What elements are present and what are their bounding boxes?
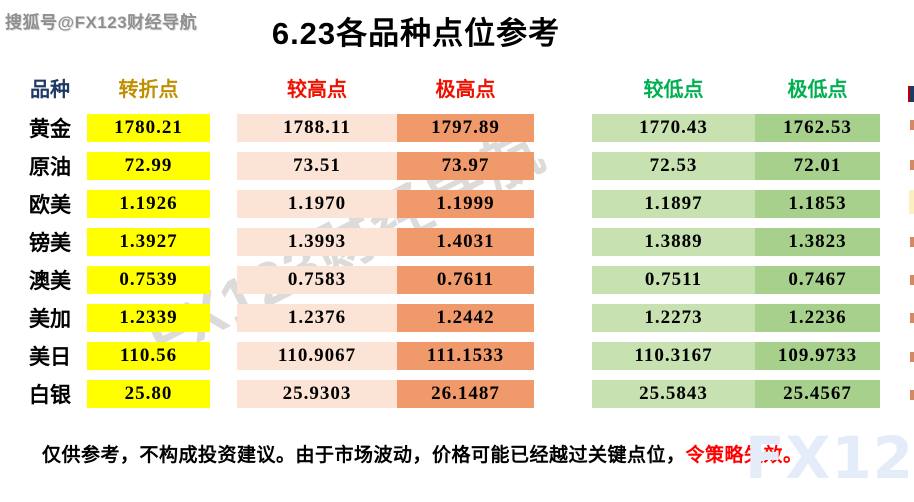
cell-lower: 0.7511 [592, 266, 755, 294]
column-header-pivot: 转折点 [118, 79, 179, 101]
cell-pivot: 110.56 [87, 342, 210, 370]
price-points-table: 品种 转折点 较高点 极高点 较低点 极低点 黄金 1780.21 1788.1… [25, 73, 880, 417]
clipped-column-fragment [910, 160, 914, 170]
clipped-column-fragment [910, 275, 914, 285]
disclaimer-note: 仅供参考，不构成投资建议。由于市场波动，价格可能已经越过关键点位，令策略失效。 [42, 440, 803, 467]
clipped-column-fragment [908, 86, 914, 102]
disclaimer-highlight: 令策略失效。 [685, 445, 803, 466]
row-label: 欧美 [29, 193, 71, 217]
cell-higher: 1.2376 [237, 304, 397, 332]
cell-extreme-high: 111.1533 [397, 342, 534, 370]
disclaimer-text: 仅供参考，不构成投资建议。由于市场波动，价格可能已经越过关键点位， [42, 445, 686, 466]
table-row: 原油 72.99 73.51 73.97 72.53 72.01 [25, 151, 880, 180]
cell-extreme-low: 25.4567 [755, 380, 880, 408]
cell-lower: 1.1897 [592, 190, 755, 218]
cell-extreme-high: 1.2442 [397, 304, 534, 332]
cell-higher: 1.3993 [237, 228, 397, 256]
cell-pivot: 72.99 [87, 152, 210, 180]
column-header-higher: 较高点 [287, 79, 347, 101]
cell-lower: 1770.43 [592, 114, 755, 142]
cell-extreme-low: 72.01 [755, 152, 880, 180]
table-row: 白银 25.80 25.9303 26.1487 25.5843 25.4567 [25, 379, 880, 408]
page-title: 6.23各品种点位参考 [271, 16, 561, 51]
table-row: 欧美 1.1926 1.1970 1.1999 1.1897 1.1853 [25, 189, 880, 218]
column-header-extreme-low: 极低点 [787, 79, 848, 101]
cell-extreme-low: 0.7467 [755, 266, 880, 294]
row-label: 澳美 [29, 269, 71, 293]
cell-higher: 1.1970 [237, 190, 397, 218]
row-label: 原油 [29, 155, 71, 179]
column-header-extreme-high: 极高点 [435, 79, 496, 101]
row-label: 美日 [29, 345, 71, 369]
clipped-column-fragment [910, 120, 914, 130]
clipped-column-fragment [910, 237, 914, 247]
cell-extreme-high: 0.7611 [397, 266, 534, 294]
table-body: 黄金 1780.21 1788.11 1797.89 1770.43 1762.… [25, 113, 880, 408]
cell-higher: 1788.11 [237, 114, 397, 142]
row-label: 美加 [29, 307, 71, 331]
cell-extreme-high: 26.1487 [397, 380, 534, 408]
cell-lower: 110.3167 [592, 342, 755, 370]
cell-extreme-low: 1.1853 [755, 190, 880, 218]
cell-extreme-high: 1.1999 [397, 190, 534, 218]
column-header-lower: 较低点 [643, 79, 704, 101]
cell-lower: 25.5843 [592, 380, 755, 408]
watermark-top-left: 搜狐号@FX123财经导航 [5, 13, 198, 32]
cell-pivot: 0.7539 [87, 266, 210, 294]
table-row: 澳美 0.7539 0.7583 0.7611 0.7511 0.7467 [25, 265, 880, 294]
cell-higher: 110.9067 [237, 342, 397, 370]
cell-extreme-high: 1797.89 [397, 114, 534, 142]
cell-higher: 0.7583 [237, 266, 397, 294]
cell-extreme-low: 1.2236 [755, 304, 880, 332]
cell-pivot: 25.80 [87, 380, 210, 408]
row-label: 白银 [29, 383, 71, 407]
cell-higher: 25.9303 [237, 380, 397, 408]
cell-pivot: 1.2339 [87, 304, 210, 332]
cell-higher: 73.51 [237, 152, 397, 180]
table-row: 美日 110.56 110.9067 111.1533 110.3167 109… [25, 341, 880, 370]
cell-lower: 72.53 [592, 152, 755, 180]
table-row: 黄金 1780.21 1788.11 1797.89 1770.43 1762.… [25, 113, 880, 142]
cell-lower: 1.3889 [592, 228, 755, 256]
column-header-product: 品种 [30, 79, 70, 101]
cell-pivot: 1.3927 [87, 228, 210, 256]
cell-extreme-low: 1762.53 [755, 114, 880, 142]
cell-extreme-low: 1.3823 [755, 228, 880, 256]
row-label: 黄金 [29, 117, 71, 141]
cell-extreme-high: 1.4031 [397, 228, 534, 256]
cell-extreme-low: 109.9733 [755, 342, 880, 370]
clipped-column-fragment [910, 352, 914, 362]
table-header-row: 品种 转折点 较高点 极高点 较低点 极低点 [25, 73, 880, 101]
table-row: 镑美 1.3927 1.3993 1.4031 1.3889 1.3823 [25, 227, 880, 256]
cell-pivot: 1780.21 [87, 114, 210, 142]
clipped-column-fragment [910, 313, 914, 323]
cell-pivot: 1.1926 [87, 190, 210, 218]
cell-extreme-high: 73.97 [397, 152, 534, 180]
clipped-column-fragment [910, 390, 914, 400]
cell-lower: 1.2273 [592, 304, 755, 332]
table-row: 美加 1.2339 1.2376 1.2442 1.2273 1.2236 [25, 303, 880, 332]
row-label: 镑美 [29, 231, 71, 255]
clipped-column-fragment [909, 190, 914, 214]
